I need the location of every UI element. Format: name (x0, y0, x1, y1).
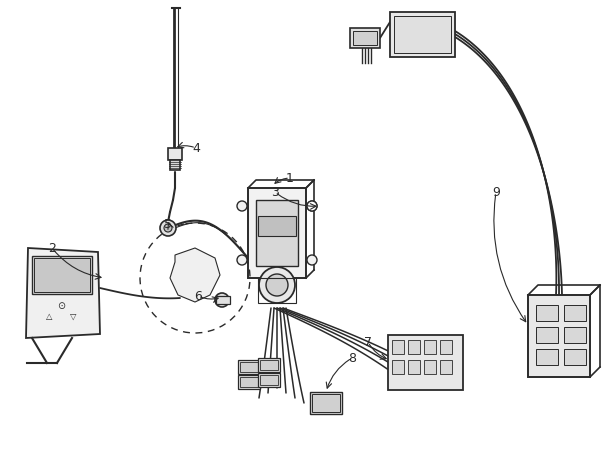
Text: 8: 8 (348, 352, 356, 364)
Bar (408, 360, 420, 374)
Bar (168, 148, 182, 160)
Bar (170, 160, 180, 170)
Bar (528, 295, 590, 377)
Polygon shape (170, 248, 220, 302)
Bar (258, 373, 280, 387)
Bar (440, 340, 452, 354)
Bar (536, 349, 558, 365)
Circle shape (307, 255, 317, 265)
Bar (256, 200, 298, 266)
Text: △: △ (46, 312, 52, 321)
Bar (408, 340, 420, 354)
Text: 5: 5 (164, 218, 172, 230)
Circle shape (164, 224, 172, 232)
Text: 6: 6 (194, 289, 202, 303)
Text: ▽: ▽ (70, 312, 76, 321)
Bar (248, 188, 306, 278)
Bar (536, 327, 558, 343)
Circle shape (307, 201, 317, 211)
Text: 2: 2 (48, 241, 56, 255)
Circle shape (237, 201, 247, 211)
Bar (424, 360, 436, 374)
Bar (34, 258, 90, 292)
Bar (390, 12, 455, 57)
Bar (238, 360, 260, 374)
Bar (392, 340, 404, 354)
Bar (258, 278, 296, 303)
Bar (258, 358, 280, 372)
Bar (440, 360, 452, 374)
Circle shape (266, 274, 288, 296)
Bar (32, 256, 92, 294)
Circle shape (307, 201, 317, 211)
Text: 3: 3 (271, 186, 279, 199)
Bar (258, 216, 296, 236)
Bar (238, 375, 260, 389)
Circle shape (160, 220, 176, 236)
Bar (564, 349, 586, 365)
Bar (240, 377, 258, 387)
Text: 4: 4 (192, 142, 200, 154)
Bar (312, 394, 340, 412)
Bar (350, 28, 380, 48)
Text: ⊙: ⊙ (57, 301, 65, 311)
Bar (260, 375, 278, 385)
Bar (564, 327, 586, 343)
Bar (240, 362, 258, 372)
Text: 1: 1 (286, 171, 294, 184)
Bar (536, 305, 558, 321)
Text: 9: 9 (492, 186, 500, 199)
Bar (310, 392, 342, 414)
Circle shape (219, 297, 225, 303)
Circle shape (215, 293, 229, 307)
Polygon shape (26, 248, 100, 338)
Bar (260, 360, 278, 370)
Circle shape (259, 267, 295, 303)
Bar (424, 340, 436, 354)
Bar (394, 16, 451, 53)
Bar (564, 305, 586, 321)
Circle shape (237, 255, 247, 265)
Text: 7: 7 (364, 335, 372, 349)
Bar (388, 335, 463, 390)
Bar (216, 296, 230, 304)
Bar (392, 360, 404, 374)
Bar (353, 31, 377, 45)
